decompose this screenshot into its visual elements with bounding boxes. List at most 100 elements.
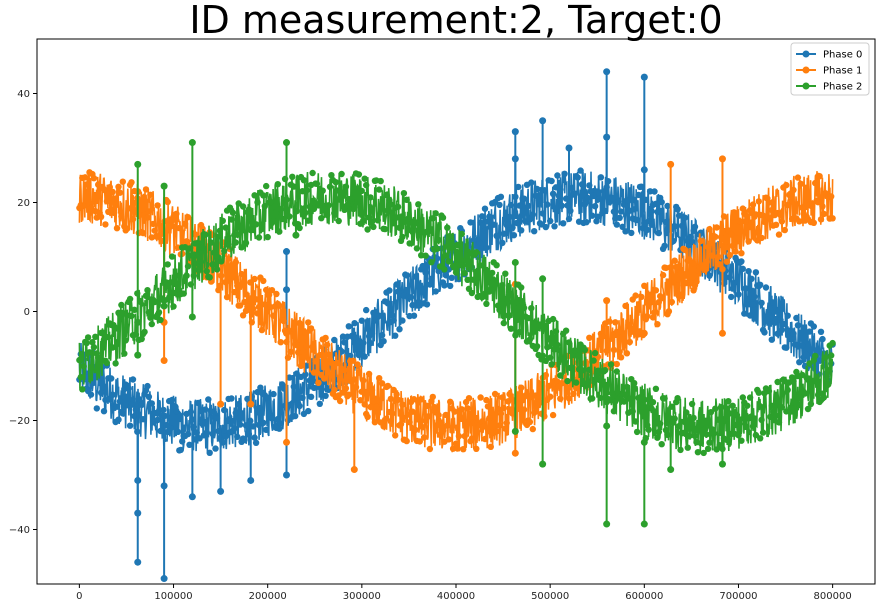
series-point — [138, 401, 145, 408]
series-point — [447, 233, 454, 240]
legend: Phase 0 Phase 1 Phase 2 — [790, 42, 870, 96]
series-point — [502, 270, 509, 277]
series-point — [722, 417, 729, 424]
series-point — [768, 336, 775, 343]
series-point — [318, 215, 325, 222]
series-point — [252, 221, 260, 228]
x-tick-label: 400000 — [437, 591, 475, 602]
series-point — [212, 445, 219, 452]
series-point — [80, 202, 87, 210]
series-point — [225, 241, 232, 248]
series-point — [441, 282, 448, 289]
series-point — [364, 325, 371, 332]
series-point — [542, 223, 549, 231]
series-point — [641, 282, 648, 289]
series-point — [758, 234, 765, 242]
series-point — [504, 398, 512, 405]
series-point — [276, 302, 283, 309]
series-point — [502, 425, 509, 432]
series-point — [535, 197, 542, 204]
series-point — [195, 399, 202, 407]
series-point — [419, 262, 426, 270]
series-point — [674, 282, 681, 289]
spike-point — [283, 329, 291, 337]
series-point — [770, 299, 777, 306]
series-point — [139, 416, 147, 423]
spike-point — [283, 438, 291, 446]
series-point — [654, 208, 661, 216]
series-point — [276, 425, 283, 432]
series-point — [761, 329, 768, 336]
series-point — [305, 407, 312, 415]
series-point — [684, 444, 691, 451]
series-point — [555, 346, 562, 354]
series-point — [199, 420, 206, 428]
spike-point — [350, 466, 358, 474]
series-point — [784, 201, 791, 209]
series-point — [797, 329, 804, 336]
series-point — [729, 285, 736, 292]
series-point — [622, 302, 629, 310]
series-point — [596, 195, 603, 203]
series-point — [138, 335, 145, 343]
series-point — [409, 228, 416, 235]
series-point — [790, 330, 797, 337]
series-point — [764, 316, 771, 324]
spike-point — [718, 460, 726, 468]
series-point — [688, 238, 696, 246]
series-point — [412, 220, 419, 227]
series-point — [405, 215, 412, 222]
series-point — [655, 428, 662, 436]
series-point — [420, 434, 428, 441]
series-point — [171, 403, 179, 410]
series-point — [251, 434, 258, 441]
series-point — [623, 350, 631, 357]
series-point — [767, 413, 774, 420]
series-point — [564, 202, 571, 209]
series-point — [116, 189, 124, 196]
series-point — [638, 293, 645, 301]
series-point — [380, 338, 387, 345]
series-point — [345, 391, 352, 398]
series-point — [393, 281, 400, 288]
series-point — [591, 203, 599, 210]
series-point — [305, 217, 312, 224]
series-point — [544, 344, 551, 351]
series-point — [112, 195, 119, 202]
series-point — [493, 428, 500, 435]
series-point — [635, 191, 642, 199]
series-point — [791, 341, 799, 348]
series-point — [477, 262, 484, 269]
series-point — [455, 432, 463, 440]
series-point — [232, 409, 239, 417]
series-point — [93, 405, 101, 412]
series-point — [209, 430, 216, 437]
series-point — [613, 368, 620, 375]
series-point — [206, 274, 213, 281]
series-point — [87, 391, 95, 398]
series-point — [331, 209, 338, 217]
series-point — [496, 422, 503, 429]
series-point — [628, 229, 635, 237]
series-point — [810, 219, 817, 226]
series-point — [633, 428, 641, 436]
series-point — [468, 435, 476, 442]
series-point — [735, 235, 742, 242]
series-point — [528, 305, 535, 312]
series-point — [644, 313, 651, 320]
series-point — [712, 233, 719, 240]
series-point — [103, 359, 111, 367]
series-point — [290, 383, 297, 390]
series-point — [322, 392, 329, 399]
series-point — [704, 445, 712, 452]
series-point — [655, 229, 662, 237]
series-point — [759, 212, 767, 219]
series-point — [229, 209, 237, 216]
spike-point — [134, 318, 142, 326]
series-point — [228, 395, 235, 402]
series-point — [199, 225, 206, 232]
series-point — [129, 376, 137, 383]
series-point — [645, 301, 652, 308]
series-point — [539, 210, 547, 217]
series-point — [691, 223, 699, 230]
